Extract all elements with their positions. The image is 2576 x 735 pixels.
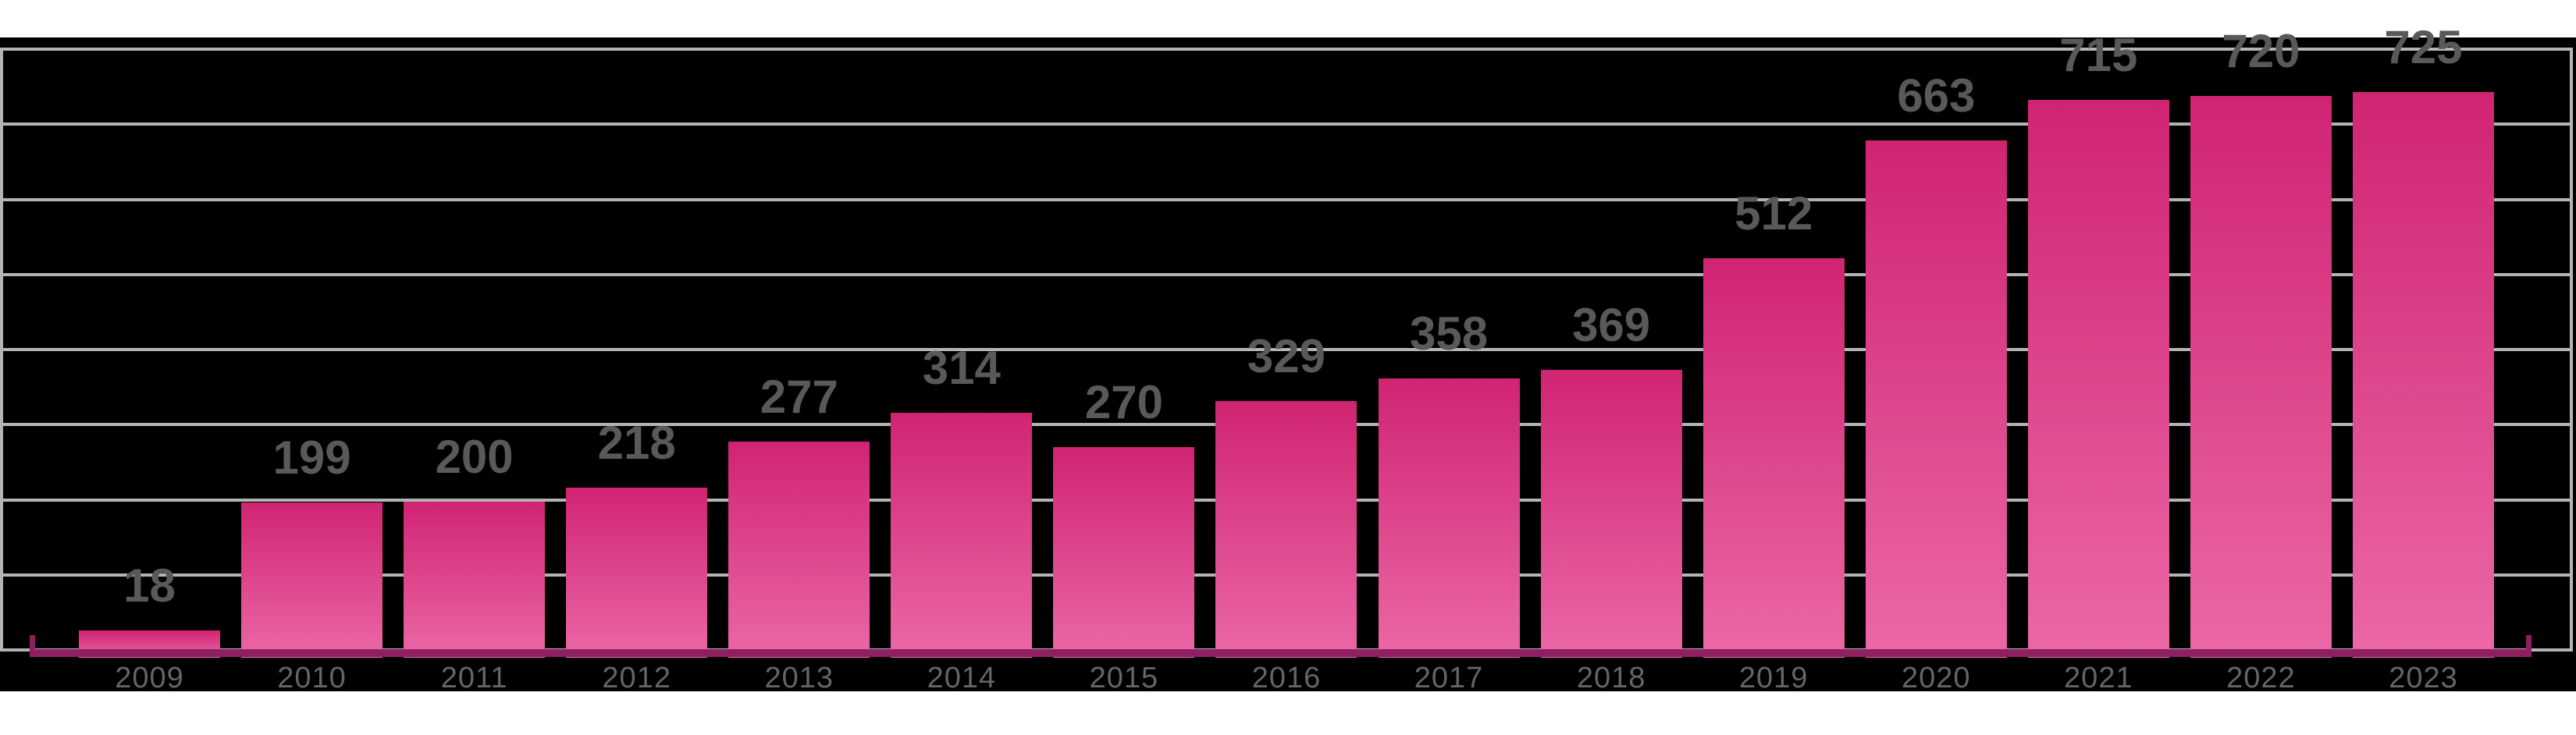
value-label-2011: 200: [435, 431, 514, 483]
value-label-2021: 715: [2059, 29, 2138, 81]
year-label-2016: 2016: [1251, 662, 1322, 694]
bar-2011: [404, 502, 546, 658]
year-label-2010: 2010: [277, 662, 347, 694]
bar-2014: [891, 413, 1033, 658]
year-label-2011: 2011: [440, 662, 508, 694]
axis-tick-right: [2526, 635, 2532, 657]
value-label-2012: 218: [597, 417, 676, 469]
year-label-2023: 2023: [2389, 662, 2458, 694]
value-label-2010: 199: [272, 431, 351, 484]
gridline: [0, 272, 2573, 276]
gridline: [0, 348, 2573, 351]
axis-baseline: [30, 649, 2532, 657]
value-label-2019: 512: [1735, 187, 1813, 240]
value-label-2016: 329: [1247, 330, 1326, 382]
year-label-2014: 2014: [927, 662, 997, 694]
gridline: [0, 197, 2573, 201]
year-label-2013: 2013: [764, 662, 834, 694]
bar-2021: [2027, 100, 2169, 658]
value-label-2014: 314: [922, 342, 1001, 394]
year-label-2019: 2019: [1738, 662, 1809, 694]
bar-2019: [1703, 258, 1845, 658]
year-label-2015: 2015: [1089, 662, 1159, 694]
value-label-2013: 277: [760, 371, 838, 423]
bar-2012: [566, 488, 708, 658]
value-label-2015: 270: [1084, 376, 1163, 428]
plot-left-frame-line: [0, 48, 3, 652]
year-label-2020: 2020: [1901, 662, 1971, 694]
bar-2013: [728, 442, 870, 658]
year-label-2021: 2021: [2064, 662, 2133, 694]
year-label-2009: 2009: [115, 662, 184, 694]
gridline: [0, 123, 2573, 126]
year-label-2017: 2017: [1414, 662, 1484, 694]
plot-top-frame-line: [0, 48, 2573, 51]
bar-2023: [2352, 92, 2494, 658]
value-label-2017: 358: [1409, 307, 1489, 360]
axis-tick-left: [30, 635, 35, 657]
bar-2016: [1215, 401, 1357, 658]
bar-2010: [241, 502, 383, 658]
bar-2020: [1865, 140, 2007, 658]
value-label-2009: 18: [123, 559, 176, 612]
value-label-2018: 369: [1572, 299, 1651, 351]
bar-2022: [2190, 96, 2332, 658]
year-label-2022: 2022: [2226, 662, 2296, 694]
plot-right-frame-line: [2570, 48, 2573, 652]
year-label-2018: 2018: [1576, 662, 1646, 694]
bar-2017: [1378, 378, 1520, 658]
value-label-2020: 663: [1897, 69, 1976, 122]
bar-2018: [1540, 370, 1682, 658]
bar-2015: [1053, 447, 1195, 658]
year-label-2012: 2012: [602, 662, 671, 694]
value-label-2022: 720: [2222, 25, 2300, 77]
value-label-2023: 725: [2384, 21, 2463, 73]
